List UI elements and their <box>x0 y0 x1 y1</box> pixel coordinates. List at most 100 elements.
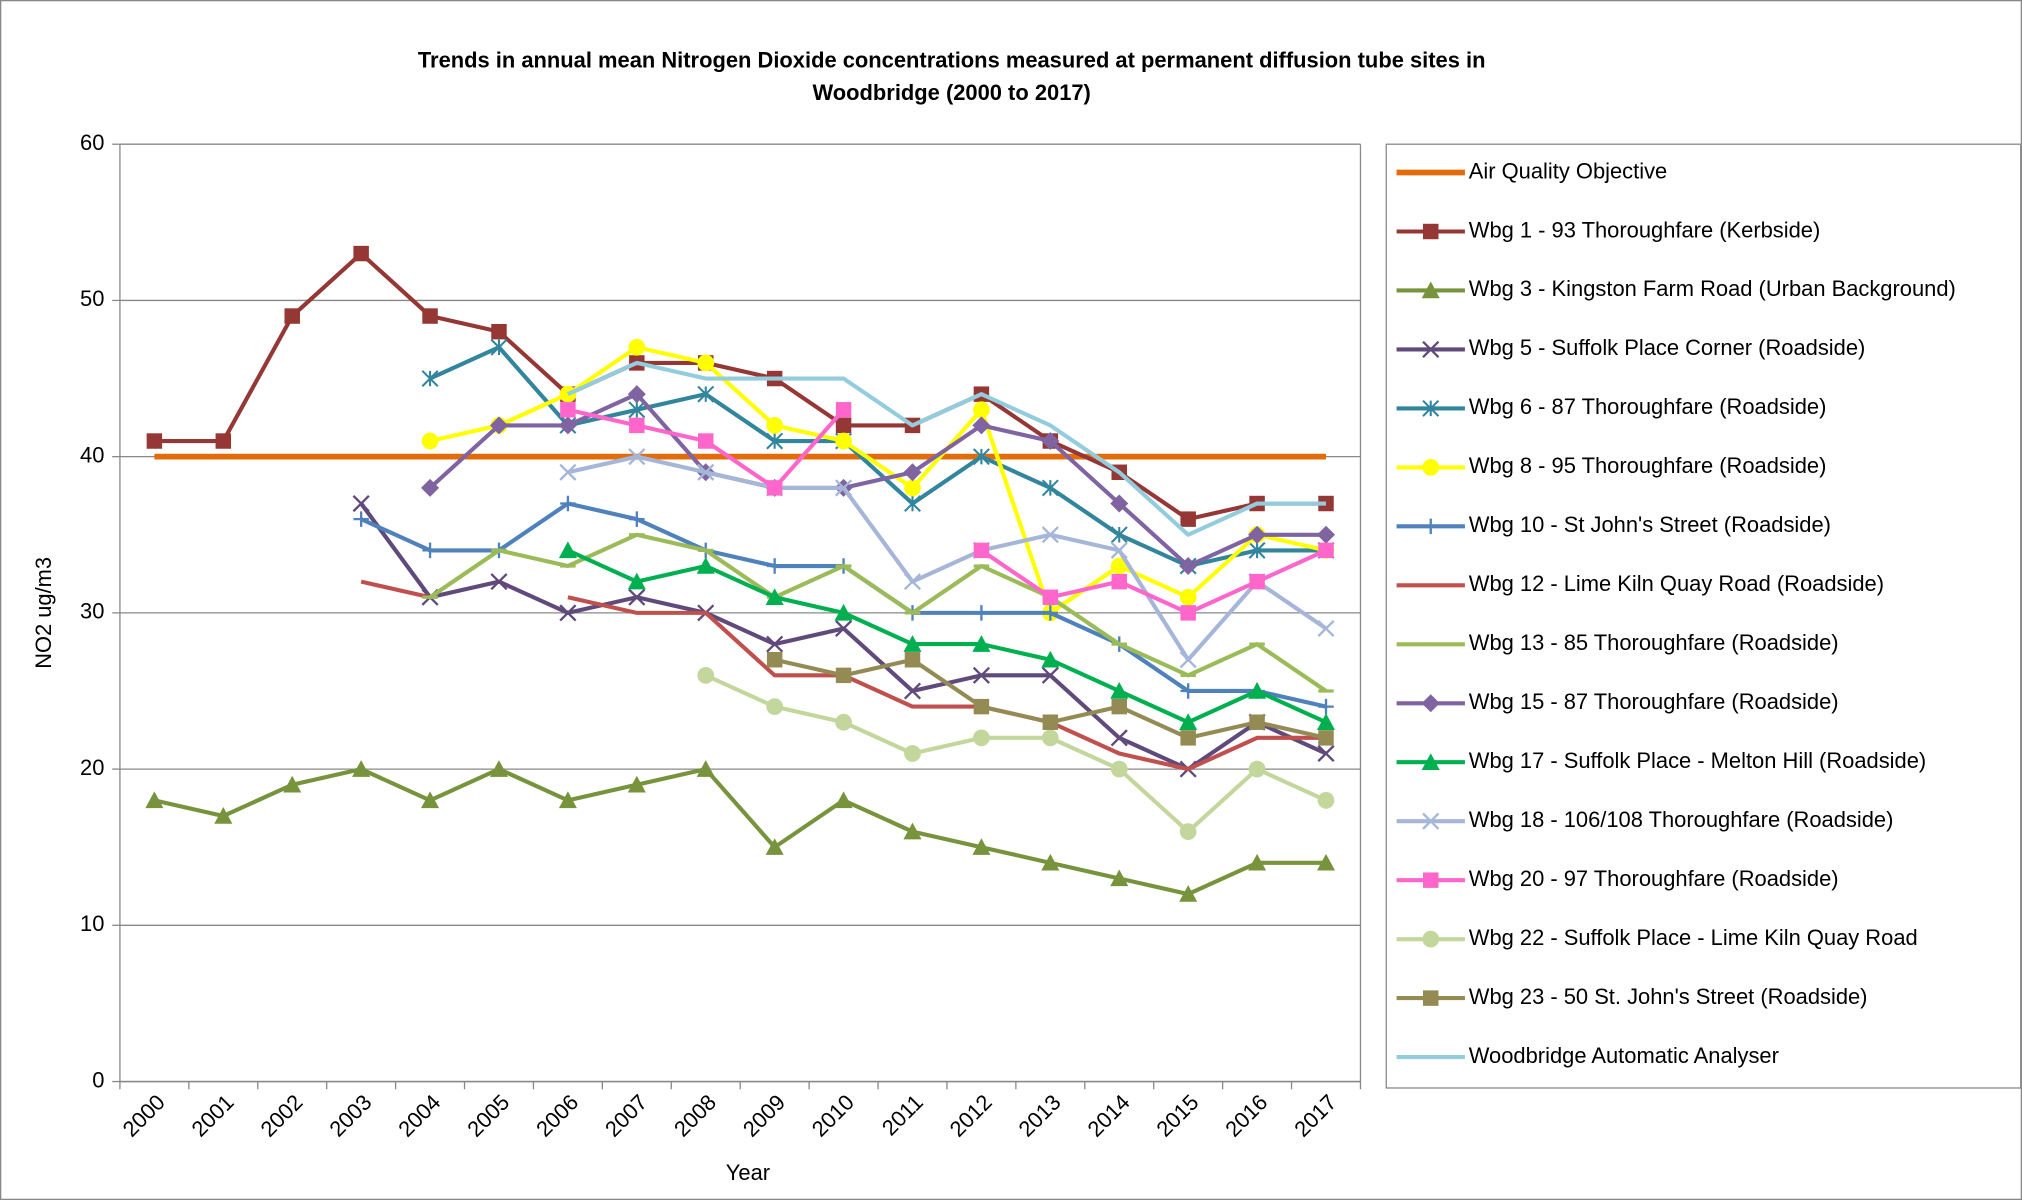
marker <box>904 652 921 668</box>
marker <box>972 635 991 652</box>
marker <box>765 588 784 605</box>
marker <box>559 463 577 481</box>
marker <box>903 573 922 591</box>
y-tick-label: 10 <box>80 911 104 936</box>
marker <box>1423 990 1439 1006</box>
marker <box>697 385 715 403</box>
marker <box>145 791 164 809</box>
marker <box>765 838 784 855</box>
marker <box>1110 557 1128 575</box>
marker <box>1041 666 1059 684</box>
marker <box>491 323 507 340</box>
marker <box>1422 930 1440 948</box>
marker <box>835 619 853 638</box>
marker <box>1110 869 1129 887</box>
marker <box>1248 681 1267 699</box>
marker <box>628 588 646 606</box>
marker <box>1423 518 1439 535</box>
marker <box>490 338 508 356</box>
marker <box>835 479 853 497</box>
marker <box>489 416 509 435</box>
marker <box>696 760 715 777</box>
marker <box>835 667 852 684</box>
marker <box>835 417 852 434</box>
y-axis-label: NO2 ug/m3 <box>31 557 56 669</box>
marker <box>215 433 232 449</box>
marker <box>558 791 577 809</box>
marker <box>1042 605 1059 621</box>
marker <box>1110 760 1128 778</box>
marker <box>352 760 371 777</box>
marker <box>972 448 990 466</box>
marker <box>903 822 922 840</box>
marker <box>352 494 370 513</box>
legend-label: Wbg 23 - 50 St. John's Street (Roadside) <box>1469 984 1868 1009</box>
marker <box>1110 526 1128 544</box>
y-tick-label: 30 <box>80 599 104 624</box>
marker <box>421 478 440 497</box>
marker <box>1248 853 1267 871</box>
marker <box>904 479 921 497</box>
marker <box>353 511 369 527</box>
marker <box>559 604 577 622</box>
series-line <box>360 579 1327 772</box>
legend-label: Wbg 18 - 106/108 Thoroughfare (Roadside) <box>1469 807 1894 832</box>
marker <box>835 432 852 450</box>
marker <box>973 729 990 747</box>
marker <box>1110 494 1129 513</box>
marker <box>972 838 991 855</box>
legend-label: Wbg 10 - St John's Street (Roadside) <box>1469 512 1831 537</box>
legend-label: Wbg 15 - 87 Thoroughfare (Roadside) <box>1469 689 1839 714</box>
chart-title: Trends in annual mean Nitrogen Dioxide c… <box>418 48 1486 73</box>
marker <box>1422 399 1440 417</box>
marker <box>1248 525 1267 544</box>
marker <box>903 682 922 700</box>
marker <box>490 573 508 591</box>
marker <box>214 806 233 824</box>
x-axis-label: Year <box>726 1160 770 1185</box>
chart-title: Woodbridge (2000 to 2017) <box>812 80 1090 105</box>
marker <box>1179 823 1197 840</box>
marker <box>973 698 990 715</box>
marker <box>1180 683 1196 699</box>
series-line <box>567 548 1327 725</box>
marker <box>1110 681 1129 699</box>
marker <box>1421 753 1440 770</box>
y-tick-label: 60 <box>80 130 104 155</box>
marker <box>629 417 645 434</box>
marker <box>972 416 991 435</box>
marker <box>766 480 783 496</box>
marker <box>353 245 369 262</box>
series-line <box>428 532 1328 693</box>
marker <box>903 463 922 482</box>
marker <box>421 791 440 809</box>
marker <box>1179 651 1197 669</box>
series-line <box>704 673 1327 834</box>
marker <box>1110 729 1128 747</box>
marker <box>1249 714 1265 730</box>
marker <box>766 698 784 715</box>
marker <box>973 542 990 559</box>
marker <box>421 432 439 450</box>
marker <box>1318 730 1334 746</box>
series-line <box>567 454 1328 662</box>
marker <box>1316 713 1336 730</box>
y-tick-label: 20 <box>80 755 104 780</box>
marker <box>1318 698 1334 715</box>
marker <box>1422 459 1440 476</box>
marker <box>560 402 576 418</box>
marker <box>1317 619 1335 638</box>
marker <box>1423 223 1439 240</box>
marker <box>1317 791 1335 809</box>
marker <box>1041 479 1059 497</box>
marker <box>904 745 921 762</box>
marker <box>1042 589 1059 605</box>
marker <box>1422 812 1440 830</box>
marker <box>559 385 577 403</box>
marker <box>1180 511 1196 527</box>
marker <box>1248 541 1266 559</box>
y-tick-label: 50 <box>80 286 104 311</box>
marker <box>697 666 715 684</box>
